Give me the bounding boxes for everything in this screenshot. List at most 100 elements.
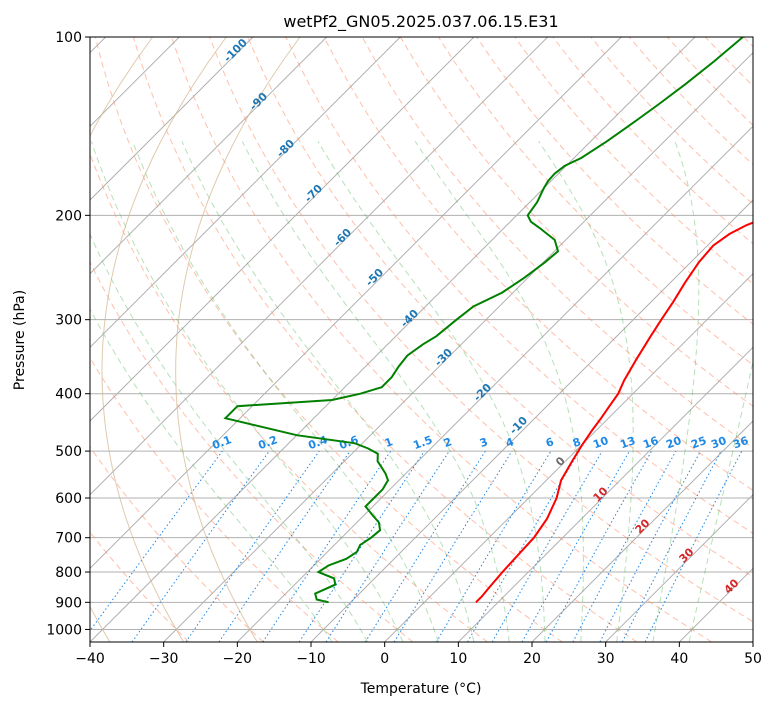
x-tick-label: 50 bbox=[744, 651, 762, 667]
x-axis-label: Temperature (°C) bbox=[360, 681, 482, 697]
mixing-ratio-label: 4 bbox=[504, 435, 516, 450]
isotherm-gridline bbox=[236, 125, 753, 642]
isotherm-gridline bbox=[90, 37, 328, 275]
dry-adiabat bbox=[552, 37, 753, 245]
y-tick-label: 1000 bbox=[46, 622, 82, 638]
y-tick-label: 200 bbox=[55, 208, 82, 224]
isotherm-label: 30 bbox=[677, 545, 697, 565]
dry-adiabat bbox=[132, 37, 638, 642]
dry-adiabat bbox=[514, 37, 753, 285]
dry-adiabat bbox=[90, 356, 339, 642]
moist-adiabat bbox=[538, 141, 634, 642]
mixing-ratio-line bbox=[393, 450, 513, 642]
y-tick-label: 500 bbox=[55, 444, 82, 460]
dry-adiabat bbox=[247, 37, 753, 578]
y-tick-label: 900 bbox=[55, 595, 82, 611]
mixing-ratio-line bbox=[131, 450, 270, 642]
mixing-ratio-label: 1 bbox=[383, 435, 395, 450]
moist-adiabat bbox=[317, 141, 546, 642]
isotherm-gridline bbox=[384, 272, 753, 642]
mixing-ratio-line bbox=[298, 450, 425, 642]
moist-adiabat bbox=[652, 141, 700, 642]
mixing-ratio-label: 25 bbox=[689, 434, 708, 451]
mixing-ratio-line bbox=[262, 450, 392, 642]
dry-adiabat bbox=[704, 37, 753, 87]
mixing-ratio-line bbox=[325, 450, 450, 642]
ice-curve bbox=[175, 37, 301, 642]
mixing-ratio-label: 8 bbox=[571, 435, 583, 450]
dry-adiabat-label: -100 bbox=[221, 36, 250, 65]
y-tick-label: 600 bbox=[55, 491, 82, 507]
x-tick-label: −30 bbox=[149, 651, 179, 667]
dry-adiabat bbox=[437, 37, 753, 366]
dewpoint-line bbox=[223, 37, 744, 604]
mixing-ratio-label: 16 bbox=[641, 434, 660, 452]
dry-adiabat-label: -90 bbox=[247, 90, 270, 113]
mixing-ratio-line bbox=[545, 450, 653, 642]
isotherm-gridline bbox=[90, 37, 254, 201]
chart-title: wetPf2_GN05.2025.037.06.15.E31 bbox=[283, 12, 558, 32]
moist-adiabat bbox=[90, 232, 369, 642]
x-tick-label: 30 bbox=[597, 651, 615, 667]
y-tick-label: 800 bbox=[55, 565, 82, 581]
isotherm-label: 10 bbox=[591, 484, 611, 504]
mixing-ratio-line bbox=[644, 450, 743, 642]
isotherm-gridline bbox=[163, 51, 753, 642]
mixing-ratio-label: 0.2 bbox=[256, 433, 279, 452]
mixing-ratio-line bbox=[218, 450, 351, 642]
mixing-ratio-label: 10 bbox=[591, 434, 610, 452]
mixing-ratio-line bbox=[185, 450, 320, 642]
dry-adiabat-label: -30 bbox=[432, 346, 455, 369]
plot-frame bbox=[89, 36, 754, 643]
background-line-labels: -100-90-80-70-60-50-40-30-20-100.1 0.2 0.4… bbox=[210, 36, 750, 597]
isotherm-gridline bbox=[457, 346, 753, 642]
dry-adiabat bbox=[323, 37, 753, 491]
x-tick-label: 40 bbox=[670, 651, 688, 667]
isotherm-gridline bbox=[90, 37, 475, 422]
isotherm-gridline bbox=[90, 37, 696, 642]
mixing-ratio-label: 0.1 bbox=[210, 433, 233, 452]
mixing-ratio-line bbox=[521, 450, 630, 642]
mixing-ratio-label: 6 bbox=[544, 435, 556, 450]
dry-adiabat bbox=[743, 37, 753, 48]
mixing-ratio-label: 2 bbox=[442, 435, 454, 450]
mixing-ratio-line bbox=[364, 450, 486, 642]
moist-adiabat bbox=[241, 141, 510, 642]
y-axis-label: Pressure (hPa) bbox=[12, 290, 28, 390]
isotherm-gridline bbox=[678, 567, 753, 642]
mixing-ratio-label: 30 bbox=[709, 434, 728, 452]
dry-adiabat bbox=[171, 37, 712, 642]
dry-adiabat bbox=[90, 152, 488, 642]
dry-adiabat-label: -40 bbox=[398, 307, 421, 330]
y-tick-label: 300 bbox=[55, 313, 82, 329]
moist-adiabat bbox=[688, 358, 753, 642]
x-tick-label: −10 bbox=[296, 651, 326, 667]
mixing-ratio-label: 13 bbox=[618, 434, 637, 451]
dry-adiabat-label: -60 bbox=[331, 226, 354, 249]
mixing-ratio-line bbox=[435, 450, 552, 642]
moist-adiabat bbox=[90, 141, 404, 642]
dry-adiabat bbox=[285, 37, 753, 535]
mixing-ratio-line bbox=[572, 450, 677, 642]
dry-adiabat-label: -80 bbox=[274, 137, 297, 160]
ice-curve bbox=[101, 37, 227, 642]
dry-adiabat bbox=[94, 37, 563, 642]
axes: −40 −30 −20 −10 0 10 20 30 40 5010020030040050060… bbox=[46, 30, 762, 667]
profile-series bbox=[223, 37, 753, 604]
temperature-line bbox=[475, 221, 753, 604]
isotherm-gridline bbox=[90, 37, 549, 496]
dry-adiabat bbox=[90, 446, 264, 642]
dry-adiabat-label: -50 bbox=[363, 266, 386, 289]
x-tick-label: 0 bbox=[380, 651, 389, 667]
x-tick-label: 20 bbox=[523, 651, 541, 667]
x-tick-label: −20 bbox=[223, 651, 253, 667]
isotherm-gridline bbox=[605, 493, 753, 642]
mixing-ratio-label: 20 bbox=[664, 434, 683, 452]
moist-adiabat bbox=[132, 141, 439, 642]
isotherm-gridline bbox=[531, 420, 753, 642]
dry-adiabat-label: -70 bbox=[302, 182, 325, 205]
y-tick-label: 400 bbox=[55, 387, 82, 403]
isotherm-gridline bbox=[310, 199, 753, 642]
dry-adiabat-label: -10 bbox=[507, 414, 530, 437]
